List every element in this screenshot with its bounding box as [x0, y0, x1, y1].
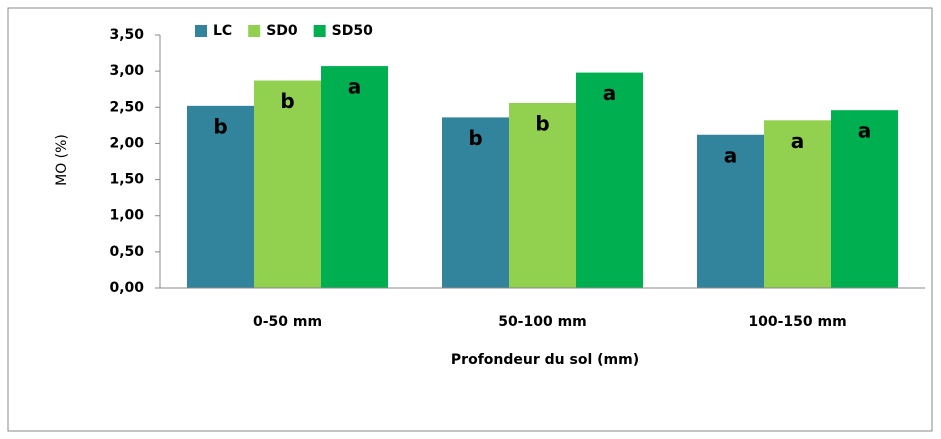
legend-label: LC: [213, 23, 232, 39]
bar-letter: a: [724, 143, 738, 167]
bar: [509, 102, 576, 288]
bar-letter: b: [535, 111, 549, 135]
y-tick-label: 1,00: [109, 208, 144, 224]
bar: [764, 120, 831, 288]
x-axis-label: Profondeur du sol (mm): [451, 352, 639, 368]
y-tick-label: 3,50: [109, 27, 144, 43]
legend-label: SD0: [266, 23, 298, 39]
bar: [321, 66, 388, 288]
y-tick-label: 3,00: [109, 63, 144, 79]
bar: [442, 117, 509, 288]
x-tick-label: 50-100 mm: [498, 314, 587, 330]
y-tick-label: 0,00: [109, 280, 144, 296]
bar: [187, 105, 254, 288]
legend-swatch: [195, 25, 207, 37]
bar-letter: a: [603, 81, 617, 105]
bar-letter: a: [348, 75, 362, 99]
legend-swatch: [248, 25, 261, 37]
bar-letter: a: [858, 119, 872, 143]
bar: [576, 72, 643, 289]
legend-label: SD50: [332, 23, 373, 39]
bar-letter: b: [280, 89, 294, 113]
legend-swatch: [313, 25, 326, 37]
y-tick-label: 1,50: [109, 172, 144, 188]
y-axis-label: MO (%): [54, 134, 70, 186]
bar-letter: b: [468, 126, 482, 150]
bar: [831, 110, 898, 288]
y-tick-label: 0,50: [109, 244, 144, 260]
y-tick-label: 2,00: [109, 135, 144, 151]
x-tick-label: 100-150 mm: [748, 314, 846, 330]
x-tick-label: 0-50 mm: [253, 314, 322, 330]
bar: [254, 80, 321, 288]
y-tick-label: 2,50: [109, 99, 144, 115]
bar-letter: b: [213, 114, 227, 138]
bar-letter: a: [791, 129, 805, 153]
bar: [697, 134, 764, 288]
